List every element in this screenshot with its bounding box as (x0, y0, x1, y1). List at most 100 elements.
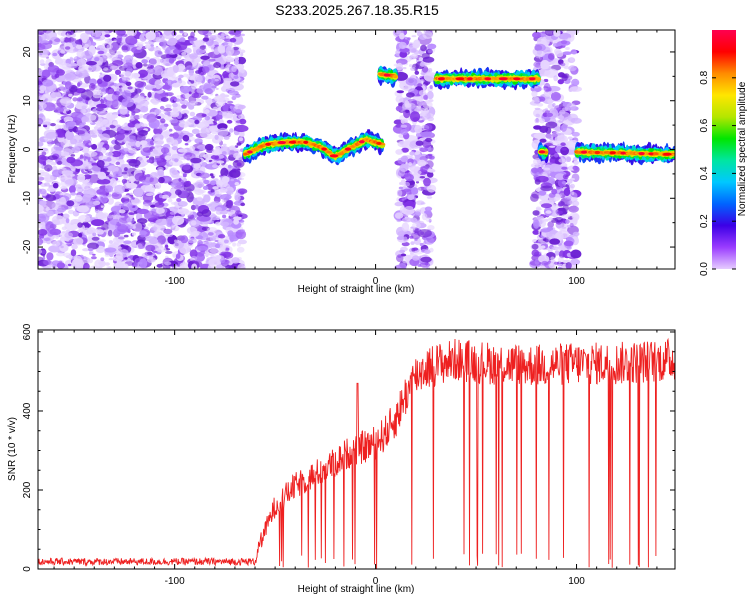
noise-blob (572, 165, 579, 171)
noise-blob (169, 211, 176, 215)
noise-blob (77, 173, 86, 183)
noise-blob (194, 182, 205, 188)
noise-blob (210, 189, 215, 193)
noise-blob (105, 127, 110, 130)
noise-blob (219, 66, 225, 70)
noise-blob (545, 210, 552, 214)
noise-blob (419, 147, 429, 153)
noise-blob (134, 123, 141, 129)
noise-blob (99, 239, 106, 243)
noise-blob (87, 258, 93, 264)
noise-blob (415, 140, 424, 146)
noise-blob (128, 159, 141, 167)
noise-blob (230, 81, 240, 87)
noise-blob (538, 254, 550, 263)
noise-blob (175, 189, 182, 196)
signal-peak (358, 140, 365, 144)
noise-blob (64, 81, 72, 90)
noise-blob (121, 36, 127, 44)
noise-blob (154, 144, 162, 151)
noise-blob (77, 222, 83, 228)
noise-blob (534, 179, 541, 185)
noise-blob (109, 124, 116, 129)
noise-blob (43, 237, 51, 241)
noise-blob (208, 125, 220, 132)
noise-blob (55, 128, 65, 137)
noise-blob (157, 166, 164, 172)
noise-blob (419, 262, 431, 268)
noise-blob (201, 209, 212, 217)
noise-blob (147, 223, 153, 227)
noise-blob (65, 255, 73, 259)
noise-blob (170, 111, 180, 118)
noise-blob (531, 96, 540, 105)
noise-blob (212, 235, 217, 241)
noise-blob (401, 217, 413, 223)
noise-blob (70, 159, 83, 167)
noise-blob (127, 229, 131, 234)
noise-blob (118, 209, 126, 214)
noise-blob (569, 57, 575, 62)
noise-blob (227, 100, 234, 104)
noise-blob (239, 132, 245, 137)
noise-blob (44, 138, 53, 143)
noise-blob (196, 196, 203, 202)
noise-blob (217, 127, 229, 137)
noise-blob (223, 81, 233, 89)
noise-blob (52, 182, 59, 189)
noise-blob (83, 151, 98, 157)
noise-blob (97, 50, 105, 55)
noise-blob (171, 225, 180, 232)
noise-blob (52, 52, 58, 57)
noise-blob (428, 155, 435, 160)
noise-blob (65, 46, 71, 50)
noise-blob (46, 210, 54, 217)
noise-blob (194, 138, 203, 144)
noise-blob (38, 101, 47, 110)
noise-blob (561, 181, 567, 185)
noise-blob (145, 155, 150, 159)
noise-blob (427, 49, 433, 54)
signal-track (433, 66, 542, 91)
noise-blob (154, 182, 162, 190)
noise-blob (123, 147, 129, 152)
noise-blob (556, 111, 571, 120)
noise-blob (399, 32, 405, 40)
noise-blob (544, 30, 555, 37)
noise-blob (62, 63, 72, 70)
noise-blob (133, 187, 144, 198)
noise-blob (534, 258, 540, 265)
noise-blob (237, 104, 246, 110)
noise-blob (548, 217, 553, 221)
noise-blob (221, 110, 234, 119)
noise-blob (121, 171, 128, 175)
noise-blob (176, 95, 182, 98)
noise-blob (47, 65, 60, 73)
noise-blob (194, 204, 200, 210)
noise-blob (399, 80, 403, 84)
noise-blob (60, 192, 65, 196)
noise-blob (550, 91, 562, 101)
noise-blob (133, 115, 141, 120)
noise-blob (531, 90, 538, 98)
noise-blob (423, 177, 431, 187)
noise-blob (146, 68, 156, 74)
noise-blob (172, 215, 185, 226)
signal-peak (376, 141, 382, 145)
noise-blob (573, 160, 579, 165)
noise-blob (183, 47, 192, 54)
noise-blob (396, 90, 404, 94)
noise-blob (46, 252, 54, 261)
signal-blob (535, 77, 542, 81)
noise-blob (405, 109, 410, 114)
noise-blob (85, 159, 89, 164)
noise-blob (532, 210, 540, 216)
noise-blob (72, 38, 77, 42)
noise-blob (75, 44, 83, 50)
noise-blob (39, 85, 47, 92)
noise-blob (545, 121, 558, 129)
noise-blob (561, 73, 568, 82)
noise-blob (112, 255, 124, 262)
noise-blob (97, 171, 107, 180)
